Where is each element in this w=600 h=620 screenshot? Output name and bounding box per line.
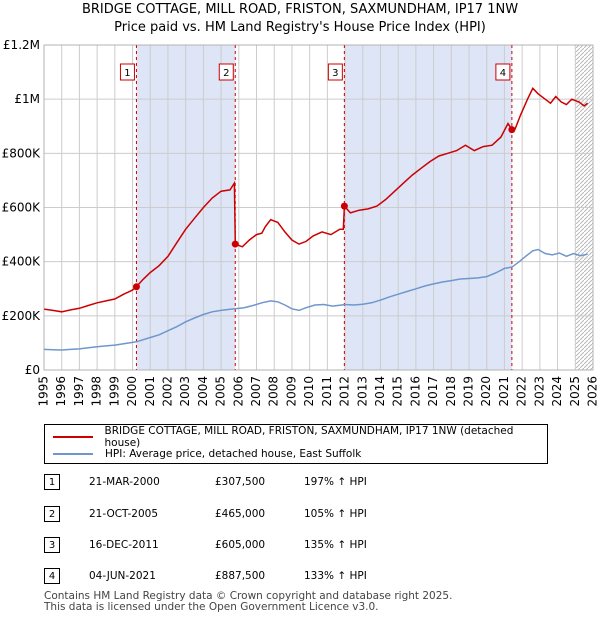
legend-item-property: BRIDGE COTTAGE, MILL ROAD, FRISTON, SAXM… <box>53 425 547 449</box>
sale-marker-box-3 <box>327 63 343 81</box>
sale-point-4 <box>508 126 516 134</box>
transaction-date: 04-JUN-2021 <box>89 570 156 582</box>
transaction-date: 21-OCT-2005 <box>89 508 158 520</box>
transaction-badge: 2 <box>44 506 60 522</box>
property-price-line <box>43 87 589 313</box>
footer-licence: This data is licensed under the Open Gov… <box>44 601 379 613</box>
price-chart: £0 £200K £400K £600K £800K £1M £1.2M 1995 1996 19… <box>2 38 600 407</box>
x-tick-label: 2006 <box>231 376 245 407</box>
x-tick-label: 2018 <box>444 376 458 407</box>
x-tick-label: 2001 <box>143 376 157 407</box>
plot-border <box>43 44 594 371</box>
x-tick-label: 2000 <box>125 376 139 407</box>
x-tick-label: 2004 <box>196 376 210 407</box>
y-tick-label: £1.2M <box>3 38 40 52</box>
x-tick-label: 2009 <box>284 376 298 407</box>
sale-point-3 <box>340 202 348 210</box>
transaction-price: £307,500 <box>215 476 266 488</box>
transaction-badge: 4 <box>44 568 60 584</box>
x-tick-label: 2013 <box>355 376 369 407</box>
sale-marker-box-4 <box>495 63 511 81</box>
footer-copyright: Contains HM Land Registry data © Crown c… <box>44 590 453 602</box>
x-tick-label: 1999 <box>107 376 121 407</box>
x-tick-label: 2003 <box>178 376 192 407</box>
x-tick-label: 2023 <box>532 376 546 407</box>
legend-item-hpi: HPI: Average price, detached house, East… <box>53 446 361 462</box>
chart-title: BRIDGE COTTAGE, MILL ROAD, FRISTON, SAXM… <box>81 2 519 17</box>
transaction-badge: 1 <box>44 474 60 490</box>
x-tick-label: 1997 <box>72 376 86 407</box>
transaction-price: £605,000 <box>215 539 266 551</box>
x-tick-label: 2017 <box>426 376 440 407</box>
x-tick-label: 1995 <box>37 376 51 407</box>
x-tick-label: 2019 <box>462 376 476 407</box>
legend-swatch-hpi <box>53 453 93 455</box>
transaction-date: 21-MAR-2000 <box>89 476 160 488</box>
y-tick-label: £1M <box>14 92 40 106</box>
x-tick-label: 2011 <box>320 376 334 407</box>
sale-marker-number-2: 2 <box>223 68 229 79</box>
transaction-hpi: 105% ↑ HPI <box>304 508 367 520</box>
sale-marker-number-1: 1 <box>124 68 130 79</box>
transaction-row: 1 21-MAR-2000 £307,500 197% ↑ HPI <box>44 473 367 491</box>
x-tick-label: 2005 <box>214 376 228 407</box>
x-tick-label: 2026 <box>586 376 600 407</box>
sale-marker-box-2 <box>218 63 234 81</box>
sale-marker-box-1 <box>119 63 135 81</box>
transaction-hpi: 133% ↑ HPI <box>304 570 367 582</box>
x-tick-label: 2020 <box>479 376 493 407</box>
x-tick-label: 2008 <box>267 376 281 407</box>
x-tick-label: 2010 <box>302 376 316 407</box>
transaction-hpi: 197% ↑ HPI <box>304 476 367 488</box>
x-tick-label: 2007 <box>249 376 263 407</box>
x-tick-label: 1996 <box>54 376 68 407</box>
legend-swatch-property <box>53 436 93 438</box>
legend-label-hpi: HPI: Average price, detached house, East… <box>105 448 362 460</box>
transaction-price: £887,500 <box>215 570 266 582</box>
x-tick-label: 2012 <box>338 376 352 407</box>
transaction-row: 3 16-DEC-2011 £605,000 135% ↑ HPI <box>44 536 367 554</box>
x-tick-label: 2016 <box>408 376 422 407</box>
transaction-date: 16-DEC-2011 <box>89 539 159 551</box>
sale-point-2 <box>231 240 239 248</box>
y-tick-label: £0 <box>25 363 40 377</box>
legend-label-property: BRIDGE COTTAGE, MILL ROAD, FRISTON, SAXM… <box>104 425 514 449</box>
transaction-row: 2 21-OCT-2005 £465,000 105% ↑ HPI <box>44 505 367 523</box>
x-tick-label: 2014 <box>373 376 387 407</box>
x-tick-label: 2002 <box>160 376 174 407</box>
transaction-hpi: 135% ↑ HPI <box>304 539 367 551</box>
x-tick-label: 2021 <box>497 376 511 407</box>
x-tick-label: 2025 <box>568 376 582 407</box>
x-tick-label: 2024 <box>550 376 564 407</box>
x-tick-label: 2015 <box>391 376 405 407</box>
y-tick-label: £200K <box>2 309 42 323</box>
x-tick-label: 2022 <box>515 376 529 407</box>
transaction-badge: 3 <box>44 537 60 553</box>
y-tick-label: £600K <box>2 201 42 215</box>
chart-subtitle: Price paid vs. HM Land Registry's House … <box>114 20 486 35</box>
transaction-price: £465,000 <box>215 508 266 520</box>
transaction-row: 4 04-JUN-2021 £887,500 133% ↑ HPI <box>44 567 367 585</box>
legend: BRIDGE COTTAGE, MILL ROAD, FRISTON, SAXM… <box>44 424 548 464</box>
sale-point-1 <box>132 283 140 291</box>
y-tick-label: £800K <box>2 146 42 160</box>
sale-marker-number-4: 4 <box>500 68 506 79</box>
sale-marker-number-3: 3 <box>332 68 338 79</box>
hpi-line <box>43 248 588 351</box>
y-tick-label: £400K <box>2 255 42 269</box>
x-tick-label: 1998 <box>90 376 104 407</box>
